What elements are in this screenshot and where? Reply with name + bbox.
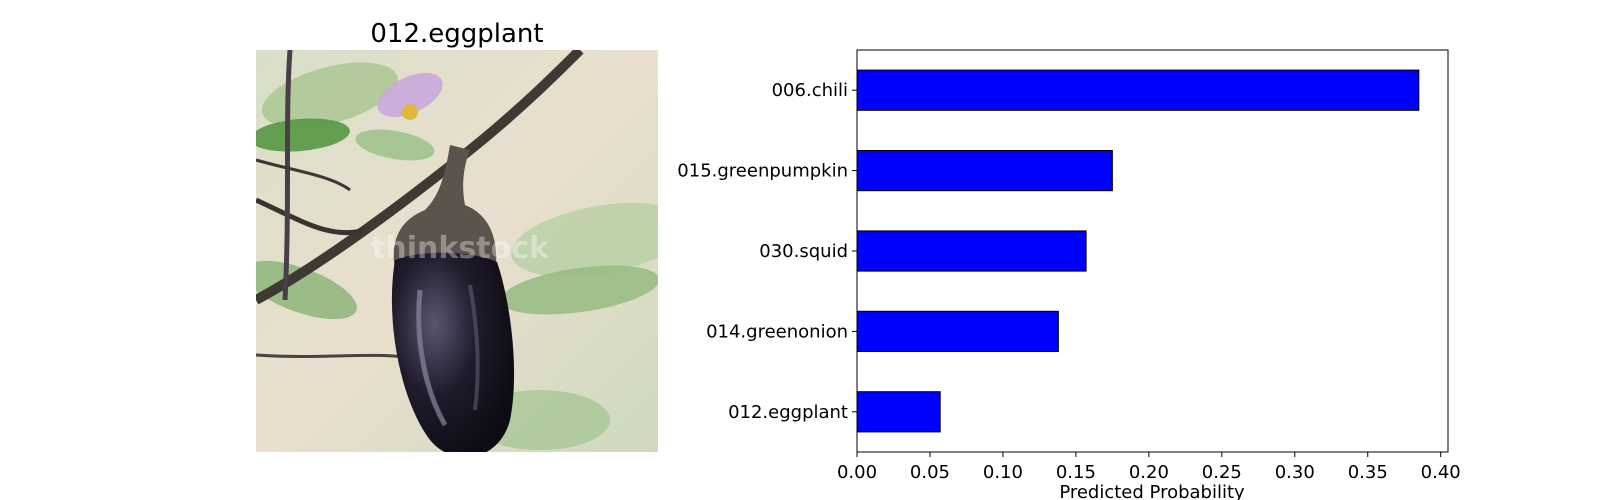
x-tick-label: 0.25 (1202, 462, 1242, 483)
flower-center (402, 104, 418, 120)
bar-012.eggplant (856, 391, 941, 433)
x-tick-label: 0.20 (1129, 462, 1169, 483)
y-ticks-group: 006.chili 015.greenpumpkin 030.squid 014.gr… (677, 80, 857, 423)
eggplant-calyx (393, 145, 497, 275)
plot-frame (856, 49, 1449, 453)
branch (256, 158, 351, 192)
image-title: 012.eggplant (370, 19, 543, 49)
leaf-shape (500, 265, 658, 315)
y-tick-label: 014.greenonion (706, 321, 848, 342)
bar-030.squid (856, 230, 1087, 272)
y-tick-label: 012.eggplant (728, 402, 848, 423)
leaf-shape (511, 203, 658, 277)
leaf-shape (261, 62, 399, 128)
bar-chart: 006.chili 015.greenpumpkin 030.squid 014.gr… (677, 49, 1461, 500)
flower-shape (377, 72, 443, 118)
x-tick-label: 0.30 (1275, 462, 1315, 483)
y-tick-label: 006.chili (772, 80, 848, 101)
x-tick-label: 0.15 (1056, 462, 1096, 483)
leaf-shape (355, 129, 435, 161)
eggplant-highlight (416, 289, 448, 427)
eggplant-body (391, 252, 515, 452)
x-ticks-group: 0.00 0.05 0.10 0.15 0.20 0.25 0.30 0.35 0.40 (837, 452, 1461, 483)
branch (256, 197, 366, 236)
x-tick-label: 0.40 (1421, 462, 1461, 483)
x-tick-label: 0.35 (1348, 462, 1388, 483)
y-tick-label: 015.greenpumpkin (677, 161, 848, 182)
bar-006.chili (856, 69, 1420, 111)
bars-group (856, 69, 1420, 433)
leaf-shape (256, 260, 357, 320)
x-axis-label: Predicted Probability (1059, 482, 1245, 500)
bar-015.greenpumpkin (856, 150, 1113, 192)
eggplant-photo: thinkstock (256, 50, 658, 452)
eggplant-highlight (468, 284, 480, 411)
bar-014.greenonion (856, 310, 1059, 352)
x-tick-label: 0.00 (837, 462, 877, 483)
y-tick-label: 030.squid (759, 241, 848, 262)
leaf-shape (256, 118, 350, 152)
x-tick-label: 0.05 (910, 462, 950, 483)
photo-watermark: thinkstock (371, 231, 550, 266)
x-tick-label: 0.10 (983, 462, 1023, 483)
branch (282, 50, 293, 301)
